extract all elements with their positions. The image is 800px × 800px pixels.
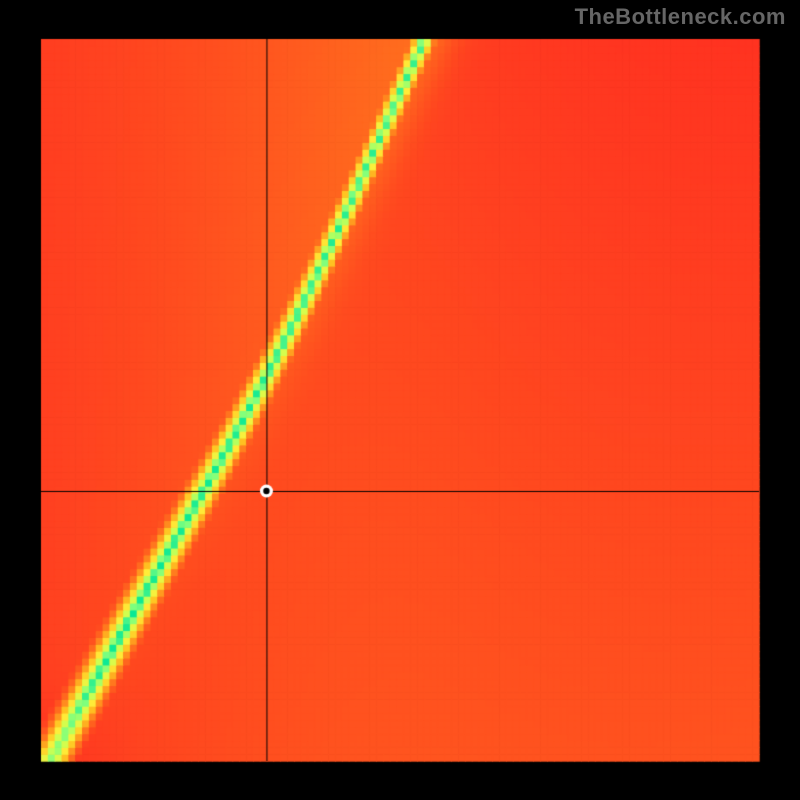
bottleneck-heatmap: [0, 0, 800, 800]
watermark-text: TheBottleneck.com: [575, 4, 786, 30]
